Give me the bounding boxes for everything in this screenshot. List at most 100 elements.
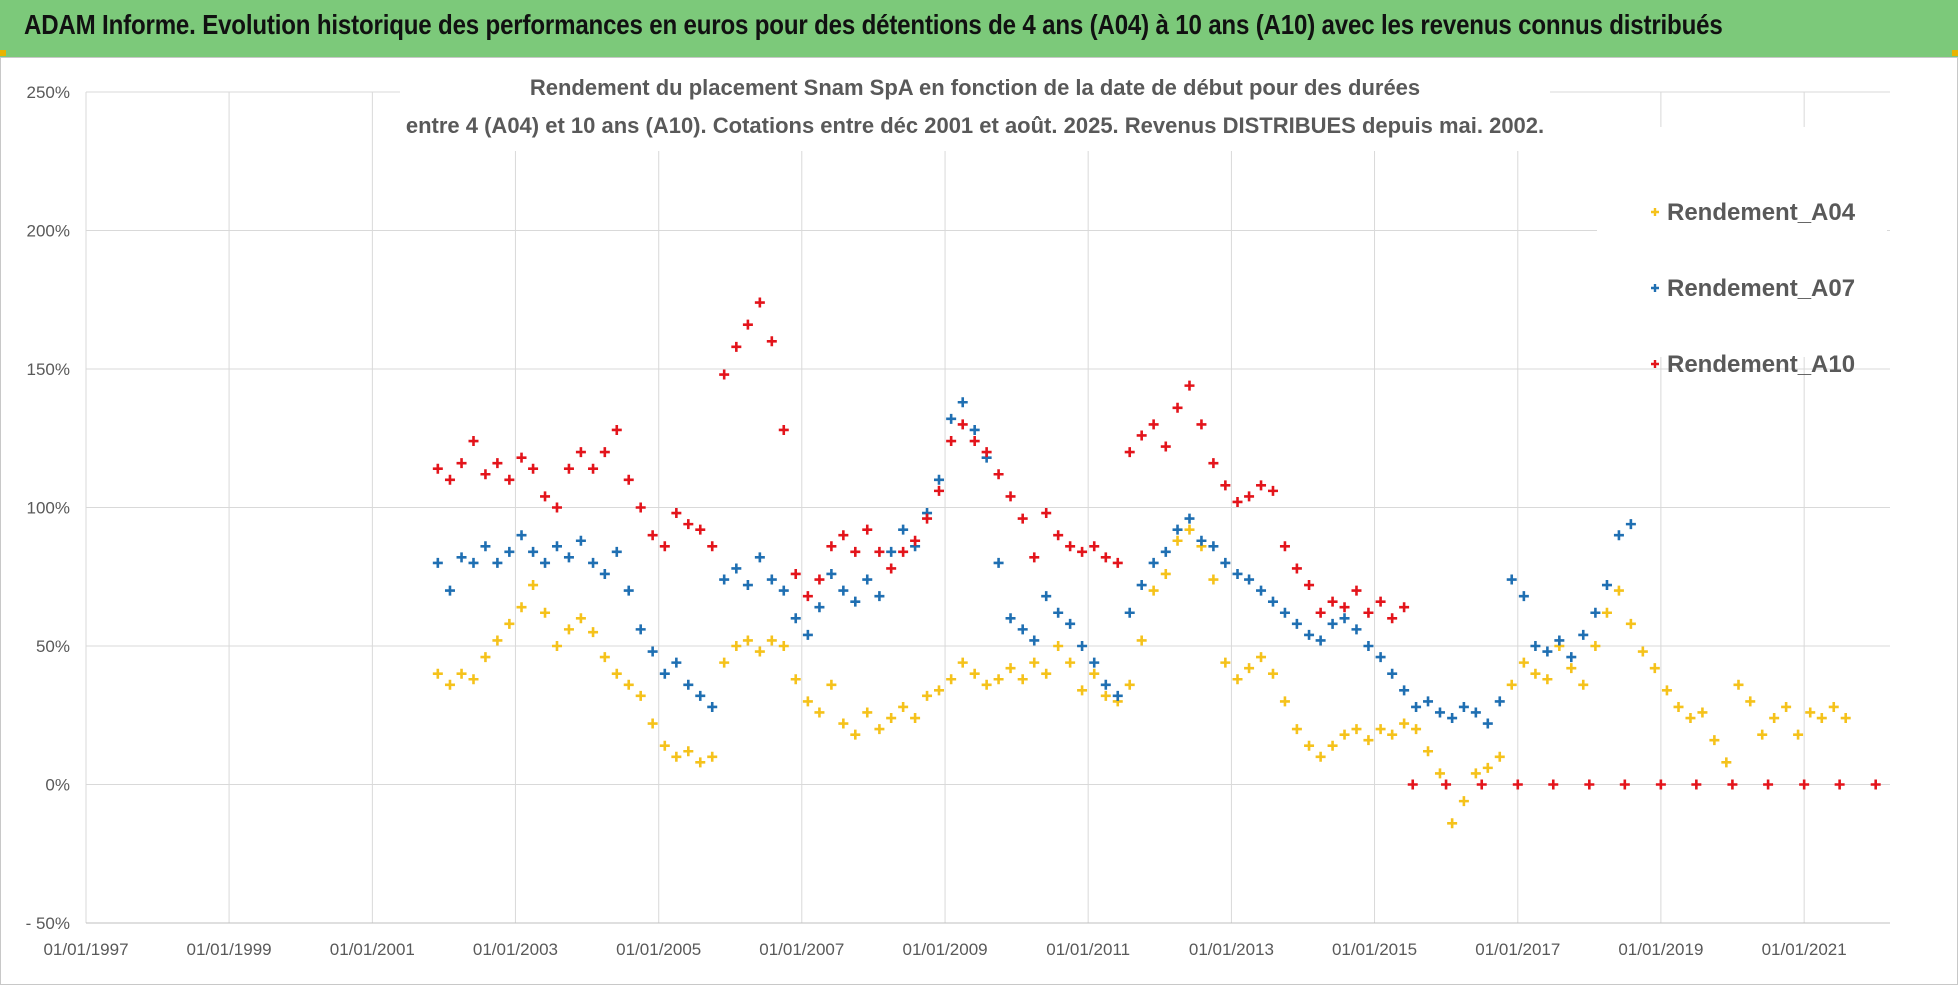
data-point-a07 bbox=[1136, 580, 1147, 591]
data-point-a04 bbox=[838, 718, 849, 729]
data-point-a07 bbox=[563, 552, 574, 563]
data-point-a04 bbox=[814, 707, 825, 718]
data-point-a07 bbox=[1482, 718, 1493, 729]
legend-marker-a07 bbox=[1651, 284, 1659, 292]
data-point-a04 bbox=[1506, 679, 1517, 690]
data-point-a07 bbox=[1017, 624, 1028, 635]
data-point-a07 bbox=[707, 701, 718, 712]
data-point-a10 bbox=[754, 297, 765, 308]
corner-mark-left bbox=[0, 50, 6, 56]
data-point-a07 bbox=[1387, 668, 1398, 679]
data-point-a04 bbox=[754, 646, 765, 657]
data-point-a04 bbox=[1423, 746, 1434, 757]
data-point-a07 bbox=[1267, 596, 1278, 607]
data-point-a07 bbox=[1077, 641, 1088, 651]
data-point-a07 bbox=[1506, 574, 1517, 585]
data-point-a10 bbox=[1476, 779, 1487, 790]
data-point-a07 bbox=[1208, 541, 1219, 552]
data-point-a07 bbox=[1196, 535, 1207, 546]
data-point-a07 bbox=[850, 596, 861, 607]
data-point-a07 bbox=[623, 585, 634, 596]
data-point-a10 bbox=[671, 508, 682, 519]
data-point-a10 bbox=[1220, 480, 1231, 491]
data-point-a07 bbox=[1554, 635, 1565, 646]
data-point-a10 bbox=[1005, 491, 1016, 502]
data-point-a07 bbox=[528, 546, 539, 557]
data-point-a04 bbox=[1267, 668, 1278, 679]
data-point-a04 bbox=[516, 602, 527, 613]
data-point-a10 bbox=[563, 463, 574, 474]
data-point-a04 bbox=[1053, 641, 1064, 651]
data-point-a10 bbox=[1799, 779, 1810, 790]
data-point-a04 bbox=[1304, 740, 1315, 751]
data-point-a10 bbox=[1763, 779, 1774, 790]
x-tick-label: 01/01/1997 bbox=[43, 940, 128, 959]
data-point-a10 bbox=[1232, 496, 1243, 507]
data-point-a04 bbox=[886, 713, 897, 724]
data-point-a07 bbox=[635, 624, 646, 635]
data-point-a04 bbox=[1470, 768, 1481, 779]
page-title: ADAM Informe. Evolution historique des p… bbox=[24, 9, 1723, 40]
data-point-a04 bbox=[1399, 718, 1410, 729]
data-point-a04 bbox=[1017, 674, 1028, 685]
data-point-a04 bbox=[444, 679, 455, 690]
data-point-a04 bbox=[599, 652, 610, 663]
data-point-a10 bbox=[551, 502, 562, 513]
data-point-a10 bbox=[659, 541, 670, 552]
data-point-a10 bbox=[1834, 779, 1845, 790]
data-point-a10 bbox=[540, 491, 551, 502]
data-point-a04 bbox=[1124, 679, 1135, 690]
data-point-a10 bbox=[1208, 458, 1219, 469]
data-point-a07 bbox=[551, 541, 562, 552]
data-point-a04 bbox=[1578, 679, 1589, 690]
data-point-a07 bbox=[934, 474, 944, 485]
data-point-a10 bbox=[1870, 779, 1881, 790]
data-point-a10 bbox=[1304, 580, 1315, 591]
data-point-a04 bbox=[1745, 696, 1756, 707]
data-point-a04 bbox=[1613, 585, 1624, 596]
data-point-a04 bbox=[1160, 568, 1171, 579]
data-point-a10 bbox=[969, 436, 980, 447]
data-point-a10 bbox=[802, 591, 813, 602]
data-point-a10 bbox=[742, 319, 753, 330]
data-point-a04 bbox=[1291, 724, 1302, 735]
data-point-a04 bbox=[1590, 641, 1601, 651]
data-point-a07 bbox=[575, 535, 586, 546]
data-point-a04 bbox=[575, 613, 586, 624]
data-point-a07 bbox=[611, 546, 622, 557]
data-point-a07 bbox=[683, 679, 694, 690]
data-point-a04 bbox=[1649, 663, 1660, 674]
data-point-a04 bbox=[1232, 674, 1243, 685]
data-point-a07 bbox=[1423, 696, 1434, 707]
data-point-a07 bbox=[766, 574, 777, 585]
data-point-a04 bbox=[1781, 701, 1792, 712]
data-point-a04 bbox=[1494, 751, 1505, 762]
data-point-a04 bbox=[480, 652, 491, 663]
x-tick-label: 01/01/2011 bbox=[1046, 940, 1130, 959]
data-point-a10 bbox=[1399, 602, 1410, 613]
data-point-a10 bbox=[1315, 607, 1326, 618]
data-point-a07 bbox=[1339, 613, 1350, 624]
data-point-a04 bbox=[1542, 674, 1553, 685]
data-point-a04 bbox=[432, 668, 443, 679]
data-point-a07 bbox=[1566, 652, 1577, 663]
data-point-a07 bbox=[671, 657, 682, 668]
data-point-a04 bbox=[1721, 757, 1732, 768]
data-point-a04 bbox=[588, 627, 599, 638]
data-point-a07 bbox=[432, 557, 443, 568]
data-point-a04 bbox=[1077, 685, 1088, 696]
data-point-a07 bbox=[1029, 635, 1040, 646]
data-point-a10 bbox=[826, 541, 837, 552]
data-point-a07 bbox=[516, 530, 527, 541]
data-point-a04 bbox=[981, 679, 992, 690]
data-point-a10 bbox=[790, 568, 801, 579]
data-point-a10 bbox=[1065, 541, 1076, 552]
data-point-a04 bbox=[1172, 535, 1183, 546]
data-point-a10 bbox=[1112, 557, 1123, 568]
data-point-a10 bbox=[850, 546, 861, 557]
data-point-a10 bbox=[1407, 779, 1418, 790]
data-point-a07 bbox=[1256, 585, 1267, 596]
data-point-a10 bbox=[1256, 480, 1267, 491]
data-point-a07 bbox=[1351, 624, 1362, 635]
data-point-a10 bbox=[1291, 563, 1302, 574]
